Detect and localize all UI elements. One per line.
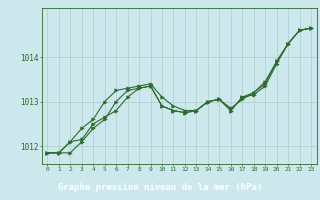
Text: Graphe pression niveau de la mer (hPa): Graphe pression niveau de la mer (hPa) [58,183,262,192]
